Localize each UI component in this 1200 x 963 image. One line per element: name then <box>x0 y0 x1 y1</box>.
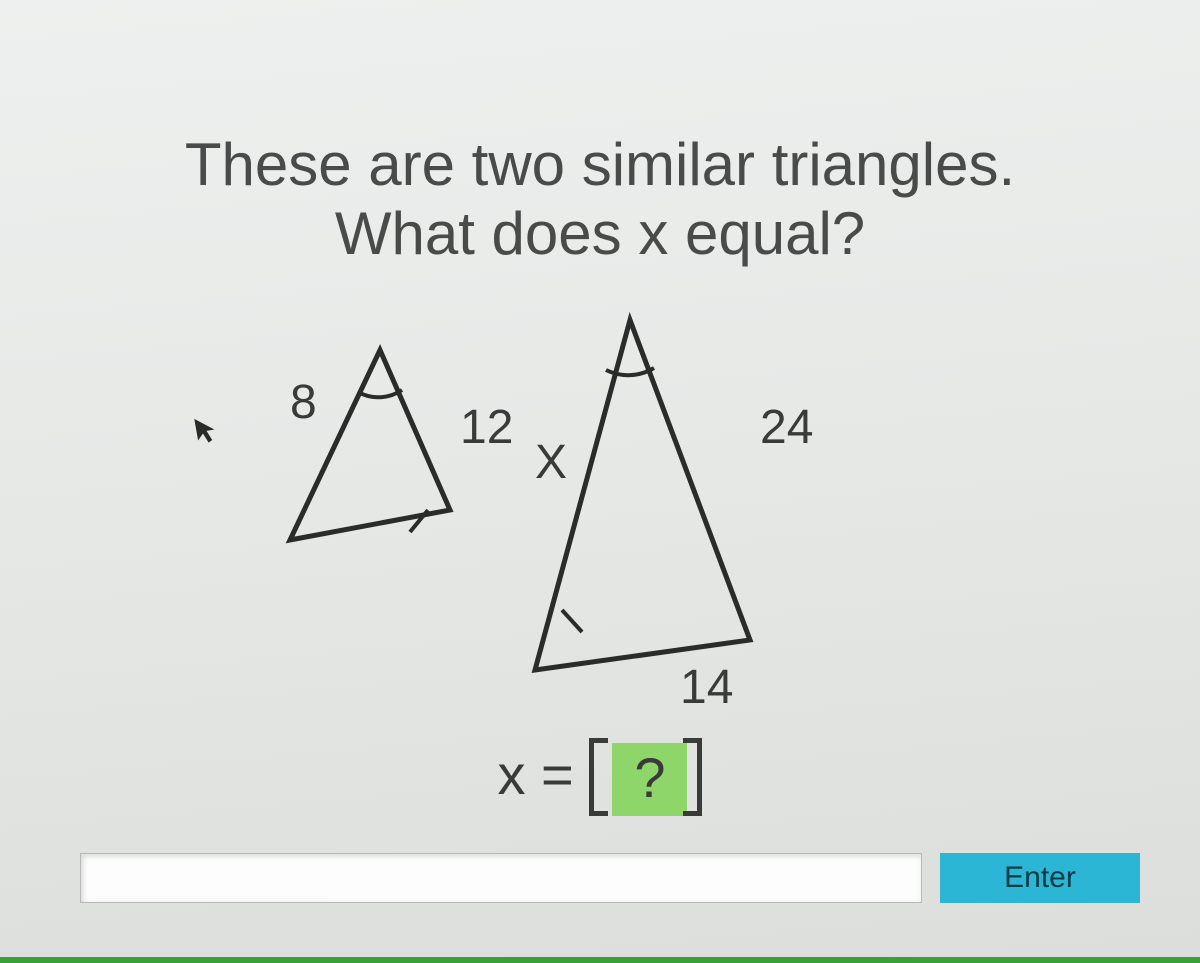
label-large-left: X <box>535 435 567 490</box>
bracket-left <box>589 738 608 816</box>
question-line2: What does x equal? <box>335 200 865 267</box>
enter-button[interactable]: Enter <box>940 853 1140 903</box>
label-small-right: 12 <box>460 400 513 455</box>
answer-input[interactable] <box>80 853 922 903</box>
label-large-bottom: 14 <box>680 660 733 715</box>
answer-placeholder-box: ? <box>612 743 687 816</box>
answer-expression: x = ? <box>0 740 1200 818</box>
question-line1: These are two similar triangles. <box>185 131 1015 198</box>
bottom-accent-bar <box>0 957 1200 963</box>
answer-placeholder: ? <box>634 746 665 809</box>
input-row: Enter <box>80 853 1140 903</box>
bracket-right <box>683 738 702 816</box>
triangles-diagram: 8 12 X 24 14 <box>250 300 950 720</box>
answer-prefix: x = <box>498 743 574 806</box>
label-small-left: 8 <box>290 375 317 430</box>
question-text: These are two similar triangles. What do… <box>0 130 1200 268</box>
label-large-right: 24 <box>760 400 813 455</box>
cursor-icon <box>192 413 220 453</box>
large-triangle-tick <box>562 610 582 632</box>
